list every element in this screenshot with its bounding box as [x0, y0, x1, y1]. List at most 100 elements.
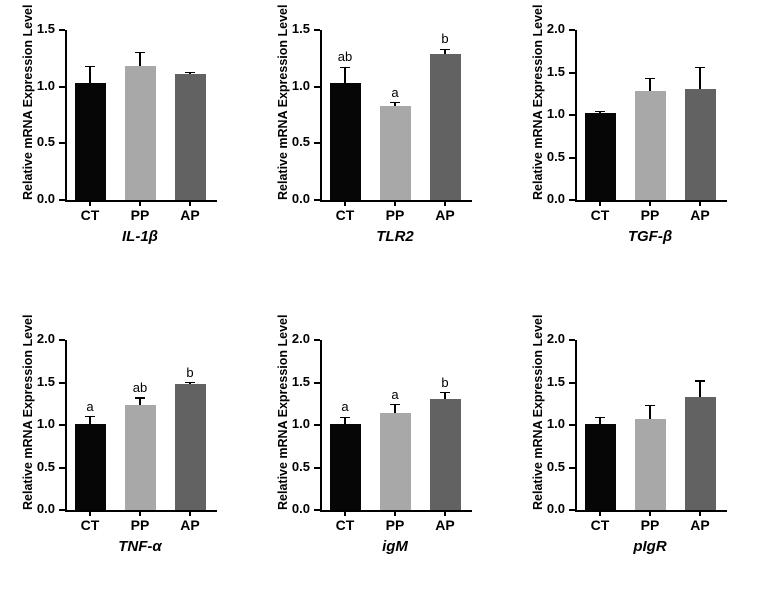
- y-axis-label: Relative mRNA Expression Level: [276, 30, 290, 200]
- xtick-mark: [394, 200, 396, 206]
- error-cap: [390, 102, 400, 104]
- bar: [430, 399, 461, 510]
- xtick-mark: [699, 510, 701, 516]
- bar: [175, 384, 206, 510]
- ytick-mark: [59, 199, 65, 201]
- ytick-mark: [569, 339, 575, 341]
- error-cap: [185, 72, 195, 74]
- error-bar: [139, 398, 141, 406]
- error-cap: [595, 111, 605, 113]
- error-cap: [185, 382, 195, 384]
- significance-label: b: [175, 365, 205, 380]
- error-bar: [649, 78, 651, 91]
- bar: [685, 397, 716, 510]
- category-label: PP: [120, 207, 160, 223]
- y-axis-label: Relative mRNA Expression Level: [21, 340, 35, 510]
- xtick-mark: [344, 200, 346, 206]
- ytick-mark: [314, 29, 320, 31]
- error-cap: [135, 397, 145, 399]
- category-label: CT: [70, 517, 110, 533]
- xtick-mark: [89, 200, 91, 206]
- bar: [330, 424, 361, 510]
- ytick-mark: [314, 199, 320, 201]
- significance-label: ab: [330, 49, 360, 64]
- error-bar: [89, 66, 91, 83]
- bar: [125, 405, 156, 510]
- ytick-mark: [569, 157, 575, 159]
- ytick-mark: [569, 199, 575, 201]
- xtick-mark: [344, 510, 346, 516]
- ytick-mark: [314, 339, 320, 341]
- bar: [380, 413, 411, 510]
- ytick-mark: [569, 29, 575, 31]
- category-label: PP: [630, 517, 670, 533]
- y-axis-label: Relative mRNA Expression Level: [21, 30, 35, 200]
- error-bar: [89, 417, 91, 425]
- xtick-mark: [649, 510, 651, 516]
- xtick-mark: [394, 510, 396, 516]
- xtick-mark: [599, 200, 601, 206]
- bar: [125, 66, 156, 200]
- bar: [635, 91, 666, 200]
- ytick-mark: [314, 382, 320, 384]
- error-cap: [695, 67, 705, 69]
- panel-title: TGF-β: [575, 228, 725, 245]
- error-bar: [649, 405, 651, 419]
- xtick-mark: [599, 510, 601, 516]
- ytick-mark: [569, 382, 575, 384]
- ytick-mark: [59, 339, 65, 341]
- y-axis-label: Relative mRNA Expression Level: [276, 340, 290, 510]
- significance-label: b: [430, 375, 460, 390]
- xtick-mark: [444, 200, 446, 206]
- xtick-mark: [89, 510, 91, 516]
- error-cap: [645, 78, 655, 80]
- error-bar: [699, 381, 701, 397]
- category-label: AP: [425, 207, 465, 223]
- category-label: CT: [70, 207, 110, 223]
- error-bar: [344, 417, 346, 424]
- category-label: PP: [375, 517, 415, 533]
- ytick-mark: [59, 29, 65, 31]
- ytick-mark: [59, 142, 65, 144]
- ytick-mark: [569, 72, 575, 74]
- category-label: AP: [680, 207, 720, 223]
- ytick-mark: [59, 424, 65, 426]
- error-bar: [699, 67, 701, 88]
- category-label: AP: [170, 517, 210, 533]
- xtick-mark: [699, 200, 701, 206]
- xtick-mark: [139, 510, 141, 516]
- xtick-mark: [649, 200, 651, 206]
- significance-label: b: [430, 31, 460, 46]
- bar: [585, 113, 616, 200]
- ytick-mark: [314, 424, 320, 426]
- error-bar: [139, 53, 141, 67]
- category-label: CT: [580, 207, 620, 223]
- error-bar: [394, 405, 396, 414]
- category-label: PP: [120, 517, 160, 533]
- bar: [75, 424, 106, 510]
- xtick-mark: [189, 510, 191, 516]
- bar: [175, 74, 206, 200]
- ytick-mark: [314, 509, 320, 511]
- ytick-mark: [569, 114, 575, 116]
- error-cap: [85, 416, 95, 418]
- category-label: CT: [325, 207, 365, 223]
- error-bar: [344, 67, 346, 83]
- error-bar: [444, 393, 446, 399]
- error-cap: [340, 67, 350, 69]
- panel-title: TLR2: [320, 228, 470, 245]
- error-cap: [645, 405, 655, 407]
- ytick-mark: [314, 467, 320, 469]
- ytick-mark: [314, 142, 320, 144]
- category-label: AP: [680, 517, 720, 533]
- panel-title: IL-1β: [65, 228, 215, 245]
- category-label: PP: [375, 207, 415, 223]
- ytick-mark: [59, 467, 65, 469]
- bar: [635, 419, 666, 510]
- ytick-mark: [314, 86, 320, 88]
- bar: [430, 54, 461, 200]
- error-cap: [135, 52, 145, 54]
- error-cap: [440, 49, 450, 51]
- category-label: PP: [630, 207, 670, 223]
- error-cap: [85, 66, 95, 68]
